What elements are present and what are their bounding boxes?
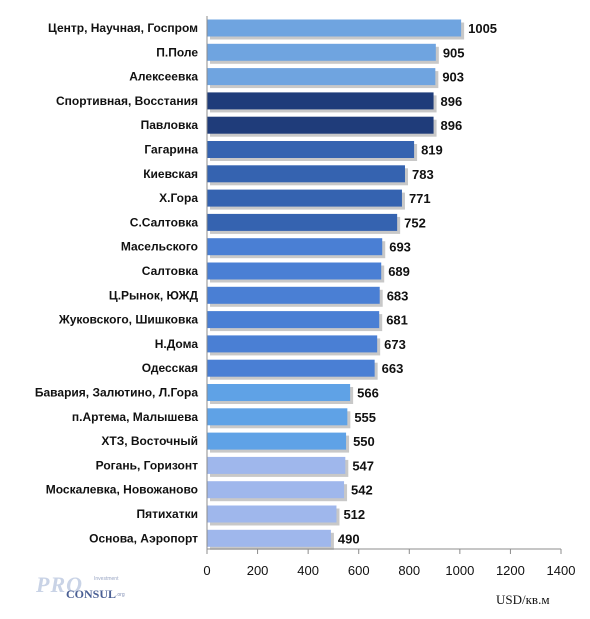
value-label: 903 — [442, 70, 464, 85]
category-label: Киевская — [143, 167, 198, 181]
bar — [207, 189, 402, 207]
category-label: Н.Дома — [155, 337, 199, 351]
category-label: Бавария, Залютино, Л.Гора — [35, 386, 198, 400]
x-tick-label: 1400 — [547, 563, 576, 578]
bar — [207, 432, 347, 450]
value-label: 542 — [351, 483, 373, 498]
x-tick-label: 400 — [297, 563, 319, 578]
bar — [207, 529, 331, 547]
logo-pro-text: PRO — [36, 572, 83, 597]
bar — [207, 116, 434, 134]
bar — [207, 262, 382, 280]
bar — [207, 505, 337, 523]
bar — [207, 238, 383, 256]
value-label: 490 — [338, 531, 360, 546]
x-tick-label: 800 — [398, 563, 420, 578]
value-label: 896 — [441, 118, 463, 133]
bar — [207, 311, 380, 329]
value-label: 693 — [389, 240, 411, 255]
bars-layer — [207, 19, 465, 550]
x-tick-label: 1000 — [445, 563, 474, 578]
bar — [207, 286, 380, 304]
value-label: 783 — [412, 167, 434, 182]
category-label: Ц.Рынок, ЮЖД — [109, 288, 199, 302]
x-tick-label: 0 — [203, 563, 210, 578]
category-label: Масельского — [121, 240, 198, 254]
value-label: 896 — [441, 94, 463, 109]
category-label: п.Артема, Малышева — [72, 410, 198, 424]
value-label: 683 — [387, 288, 409, 303]
category-labels: Центр, Научная, Госпром П.Поле Алексеевка С… — [35, 21, 199, 545]
value-label: 566 — [357, 386, 379, 401]
x-tick-label: 1200 — [496, 563, 525, 578]
category-label: Х.Гора — [159, 191, 198, 205]
category-label: С.Салтовка — [130, 215, 199, 229]
bar — [207, 213, 398, 231]
category-label: Основа, Аэропорт — [89, 531, 198, 545]
bar — [207, 43, 436, 61]
value-label: 663 — [382, 361, 404, 376]
value-label: 681 — [386, 313, 408, 328]
category-label: Павловка — [141, 118, 199, 132]
category-label: Жуковского, Шишковка — [58, 313, 198, 327]
category-label: Пятихатки — [137, 507, 199, 521]
bar — [207, 19, 462, 37]
value-label: 547 — [352, 458, 374, 473]
value-label: 771 — [409, 191, 431, 206]
category-label: Одесская — [142, 361, 198, 375]
value-label: 1005 — [468, 21, 497, 36]
bar — [207, 68, 436, 86]
bar — [207, 141, 415, 158]
category-label: ХТЗ, Восточный — [101, 434, 198, 448]
x-axis: 0 200 400 600 800 1000 1200 1400 — [203, 16, 575, 578]
category-label: Алексеевка — [129, 70, 198, 84]
bar — [207, 408, 348, 426]
category-label: Москалевка, Новожаново — [46, 483, 198, 497]
x-tick-label: 600 — [348, 563, 370, 578]
category-label: Гагарина — [144, 143, 198, 157]
logo-small-text: Investment — [94, 576, 119, 582]
value-label: 550 — [353, 434, 375, 449]
bar — [207, 165, 405, 183]
bar — [207, 384, 351, 401]
proconsul-logo: PRO Investment CONSUL .org — [36, 570, 146, 610]
bar — [207, 335, 378, 353]
x-tick-label: 200 — [247, 563, 269, 578]
value-label: 752 — [404, 215, 426, 230]
bar — [207, 456, 346, 474]
value-label: 512 — [343, 507, 365, 522]
bar — [207, 481, 345, 499]
category-label: Спортивная, Восстания — [56, 94, 198, 108]
value-label: 555 — [354, 410, 376, 425]
category-label: Салтовка — [142, 264, 199, 278]
value-label: 673 — [384, 337, 406, 352]
logo-org-text: .org — [116, 592, 125, 598]
category-label: Центр, Научная, Госпром — [48, 21, 198, 35]
bar — [207, 92, 434, 110]
bar — [207, 359, 375, 377]
value-label: 819 — [421, 143, 443, 158]
value-label: 689 — [388, 264, 410, 279]
x-axis-unit-label: USD/кв.м — [496, 592, 550, 607]
category-label: Рогань, Горизонт — [96, 458, 198, 472]
logo-consul-text: CONSUL — [66, 587, 117, 601]
value-label: 905 — [443, 45, 465, 60]
category-label: П.Поле — [156, 45, 198, 59]
